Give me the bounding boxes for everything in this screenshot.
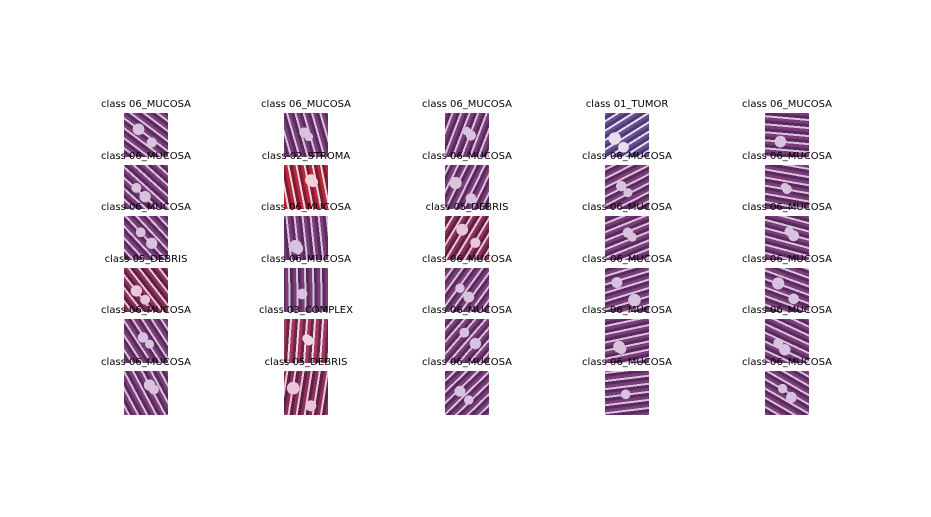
thumbnail-title: class 06_MUCOSA — [422, 357, 512, 368]
histology-thumbnail-image — [445, 113, 489, 157]
histology-thumbnail-image — [124, 165, 168, 209]
grid-cell: class 06_MUCOSA — [387, 254, 547, 314]
grid-cell: class 06_MUCOSA — [226, 254, 386, 314]
grid-cell: class 01_TUMOR — [547, 99, 707, 159]
thumbnail-title: class 02_STROMA — [261, 151, 351, 162]
histology-thumbnail-image — [124, 216, 168, 260]
histology-thumbnail-image — [124, 268, 168, 312]
histology-thumbnail-image — [765, 216, 809, 260]
grid-cell: class 06_MUCOSA — [66, 357, 226, 417]
thumbnail-title: class 06_MUCOSA — [101, 99, 191, 110]
histology-thumbnail-image — [765, 371, 809, 415]
grid-cell: class 06_MUCOSA — [66, 305, 226, 365]
grid-cell: class 06_MUCOSA — [707, 357, 867, 417]
grid-cell: class 06_MUCOSA — [707, 254, 867, 314]
thumbnail-title: class 06_MUCOSA — [101, 305, 191, 316]
histology-thumbnail-image — [445, 165, 489, 209]
histology-thumbnail-image — [284, 319, 328, 363]
histology-thumbnail-image — [445, 371, 489, 415]
grid-cell: class 06_MUCOSA — [547, 202, 707, 262]
thumbnail-title: class 03_COMPLEX — [259, 305, 353, 316]
histology-thumbnail-image — [284, 216, 328, 260]
histology-thumbnail-image — [765, 113, 809, 157]
histology-thumbnail-image — [605, 268, 649, 312]
histology-thumbnail-image — [284, 113, 328, 157]
thumbnail-title: class 06_MUCOSA — [422, 305, 512, 316]
thumbnail-title: class 06_MUCOSA — [261, 254, 351, 265]
thumbnail-title: class 06_MUCOSA — [582, 151, 672, 162]
grid-cell: class 06_MUCOSA — [707, 151, 867, 211]
grid-cell: class 06_MUCOSA — [226, 202, 386, 262]
histology-thumbnail-image — [284, 268, 328, 312]
grid-cell: class 06_MUCOSA — [387, 357, 547, 417]
histology-thumbnail-image — [124, 371, 168, 415]
thumbnail-title: class 06_MUCOSA — [101, 357, 191, 368]
grid-cell: class 06_MUCOSA — [547, 151, 707, 211]
thumbnail-title: class 06_MUCOSA — [422, 151, 512, 162]
grid-cell: class 06_MUCOSA — [387, 99, 547, 159]
grid-cell: class 06_MUCOSA — [547, 305, 707, 365]
thumbnail-title: class 06_MUCOSA — [742, 305, 832, 316]
histology-thumbnail-image — [605, 113, 649, 157]
thumbnail-title: class 06_MUCOSA — [742, 99, 832, 110]
histology-thumbnail-image — [605, 371, 649, 415]
grid-cell: class 06_MUCOSA — [547, 254, 707, 314]
histology-thumbnail-image — [445, 268, 489, 312]
thumbnail-title: class 06_MUCOSA — [742, 202, 832, 213]
thumbnail-title: class 05_DEBRIS — [104, 254, 188, 265]
histology-thumbnail-image — [765, 319, 809, 363]
grid-cell: class 06_MUCOSA — [707, 305, 867, 365]
thumbnail-title: class 05_DEBRIS — [264, 357, 348, 368]
grid-cell: class 06_MUCOSA — [66, 202, 226, 262]
histology-thumbnail-image — [284, 165, 328, 209]
thumbnail-title: class 06_MUCOSA — [742, 254, 832, 265]
thumbnail-title: class 01_TUMOR — [585, 99, 669, 110]
grid-cell: class 05_DEBRIS — [66, 254, 226, 314]
thumbnail-title: class 06_MUCOSA — [742, 357, 832, 368]
grid-cell: class 06_MUCOSA — [707, 99, 867, 159]
grid-cell: class 06_MUCOSA — [66, 99, 226, 159]
thumbnail-title: class 06_MUCOSA — [422, 99, 512, 110]
grid-cell: class 06_MUCOSA — [387, 151, 547, 211]
histology-thumbnail-image — [445, 216, 489, 260]
thumbnail-title: class 06_MUCOSA — [261, 99, 351, 110]
thumbnail-title: class 06_MUCOSA — [101, 151, 191, 162]
thumbnail-title: class 06_MUCOSA — [101, 202, 191, 213]
grid-cell: class 06_MUCOSA — [66, 151, 226, 211]
grid-cell: class 06_MUCOSA — [707, 202, 867, 262]
grid-cell: class 02_STROMA — [226, 151, 386, 211]
histology-thumbnail-image — [445, 319, 489, 363]
grid-cell: class 06_MUCOSA — [226, 99, 386, 159]
thumbnail-title: class 06_MUCOSA — [582, 305, 672, 316]
thumbnail-title: class 06_MUCOSA — [582, 202, 672, 213]
histology-thumbnail-image — [605, 319, 649, 363]
grid-cell: class 03_COMPLEX — [226, 305, 386, 365]
grid-cell: class 06_MUCOSA — [387, 305, 547, 365]
thumbnail-title: class 06_MUCOSA — [582, 357, 672, 368]
histology-thumbnail-image — [765, 165, 809, 209]
grid-cell: class 06_MUCOSA — [547, 357, 707, 417]
thumbnail-title: class 06_MUCOSA — [582, 254, 672, 265]
histology-thumbnail-image — [124, 319, 168, 363]
thumbnail-title: class 06_MUCOSA — [261, 202, 351, 213]
histology-thumbnail-image — [124, 113, 168, 157]
thumbnail-title: class 06_MUCOSA — [422, 254, 512, 265]
grid-cell: class 05_DEBRIS — [387, 202, 547, 262]
histology-thumbnail-image — [765, 268, 809, 312]
histology-thumbnail-image — [605, 165, 649, 209]
thumbnail-title: class 05_DEBRIS — [425, 202, 509, 213]
thumbnail-title: class 06_MUCOSA — [742, 151, 832, 162]
histology-thumbnail-image — [605, 216, 649, 260]
histology-thumbnail-image — [284, 371, 328, 415]
grid-cell: class 05_DEBRIS — [226, 357, 386, 417]
